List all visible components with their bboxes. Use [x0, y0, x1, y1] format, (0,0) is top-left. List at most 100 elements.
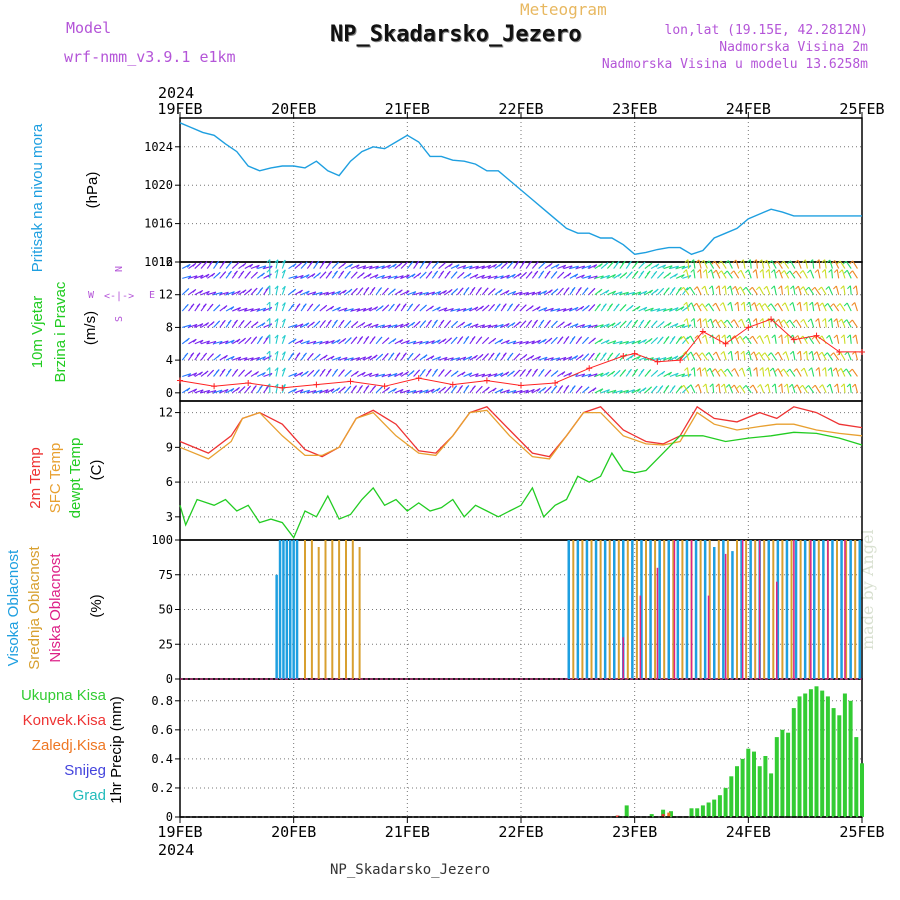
cloud-high-bar [640, 540, 643, 679]
wind-vector-head [330, 388, 335, 393]
wind-vector-head [468, 372, 473, 377]
wind-vector [720, 260, 727, 269]
wind-vector-head [555, 263, 560, 268]
wind-vector-head [281, 259, 286, 264]
wind-vector [200, 290, 210, 296]
wind-vector-head [199, 389, 204, 394]
wind-vector [766, 259, 771, 269]
wind-vector [275, 367, 279, 377]
wind-vector-head [435, 261, 439, 266]
wind-vector [344, 357, 354, 361]
wind-vector-head [680, 384, 685, 389]
cloud-high-bar [594, 540, 598, 679]
gust-line [179, 318, 862, 389]
wind-vector [288, 275, 298, 279]
wind-vector [257, 265, 267, 270]
wind-vector-head [240, 320, 245, 324]
wind-vector-head [227, 319, 232, 324]
wind-vector-head [560, 271, 565, 276]
wind-vector [802, 270, 808, 279]
cloud-mid-bar [681, 540, 684, 679]
wind-vector-head [752, 269, 757, 273]
model-altitude-label: Nadmorska Visina u modelu 13.6258m [601, 57, 868, 72]
wind-vector [822, 302, 827, 312]
wind-vector [811, 302, 815, 312]
wind-vector [588, 275, 598, 279]
wind-vector [344, 308, 354, 312]
wind-vector-head [811, 384, 816, 389]
wind-vector [375, 265, 385, 270]
wind-vector-head [440, 319, 445, 324]
wind-vector-head [396, 352, 401, 357]
wind-vector [745, 336, 752, 345]
wind-vector-head [465, 336, 470, 340]
wind-vector [513, 389, 523, 394]
wind-vector [382, 264, 391, 270]
wind-vector-head [549, 289, 553, 294]
wind-vector-head [450, 357, 454, 362]
wind-vector [588, 373, 598, 377]
wind-vector-head [498, 289, 503, 293]
wind-vector-head [650, 307, 654, 312]
wind-vector [369, 274, 379, 279]
wind-vector-head [616, 353, 621, 357]
wind-vector-head [428, 261, 432, 265]
wind-vector [194, 389, 204, 394]
wind-vector-head [499, 338, 504, 343]
cloud-high-bar [603, 540, 607, 679]
wind-vector [313, 389, 323, 394]
cloud-high-bar [285, 540, 289, 679]
wind-vector-head [266, 268, 271, 273]
wind-vector [288, 324, 298, 328]
wind-vector-head [759, 269, 764, 273]
wind-vector-head [707, 269, 712, 274]
wind-vector [773, 269, 777, 279]
wind-vector-head [574, 273, 579, 278]
wind-vector-head [671, 336, 676, 340]
wind-vector-head [506, 274, 510, 279]
wind-vector-head [193, 324, 198, 328]
wind-vector [682, 274, 692, 279]
cloud-mid-bar [345, 540, 347, 679]
wind-vector-head [399, 372, 404, 376]
wind-vector [313, 291, 323, 296]
wind-vector [843, 334, 846, 344]
wind-vector-head [734, 350, 739, 355]
wind-vector [851, 368, 858, 377]
cloud-mid-bar [351, 540, 354, 679]
wind-vector-head [837, 367, 842, 372]
wind-vector [500, 323, 510, 328]
wind-vector-head [431, 340, 435, 345]
wind-vector-head [647, 369, 652, 374]
wind-vector-head [381, 275, 385, 279]
wind-vector [225, 339, 235, 345]
wind-vector-head [431, 291, 436, 296]
wind-vector [613, 291, 623, 296]
wind-vector [780, 285, 783, 295]
wind-vector-head [390, 352, 395, 357]
wind-vector-head [684, 367, 688, 371]
wind-vector [696, 286, 702, 295]
wind-vector-head [654, 337, 658, 341]
wind-vector-head [409, 261, 414, 265]
wind-vector [802, 286, 808, 295]
wind-vector-head [327, 319, 332, 324]
wind-vector-head [818, 351, 823, 356]
wind-vector [325, 291, 335, 296]
wind-vector [758, 286, 765, 295]
wind-vector-head [584, 287, 589, 292]
wind-vector-head [347, 320, 352, 325]
wind-vector-head [236, 387, 240, 391]
wind-vector-head [421, 368, 426, 373]
wind-vector-head [648, 262, 653, 267]
wind-vector [852, 260, 858, 269]
wind-vector [582, 324, 592, 328]
wind-vector-head [805, 385, 809, 389]
wind-vector-head [852, 285, 857, 290]
wind-vector-head [484, 287, 489, 292]
wind-vector-head [192, 338, 197, 343]
wind-vector-head [836, 260, 841, 265]
wind-vector-head [240, 270, 245, 275]
wind-vector-head [227, 368, 232, 373]
